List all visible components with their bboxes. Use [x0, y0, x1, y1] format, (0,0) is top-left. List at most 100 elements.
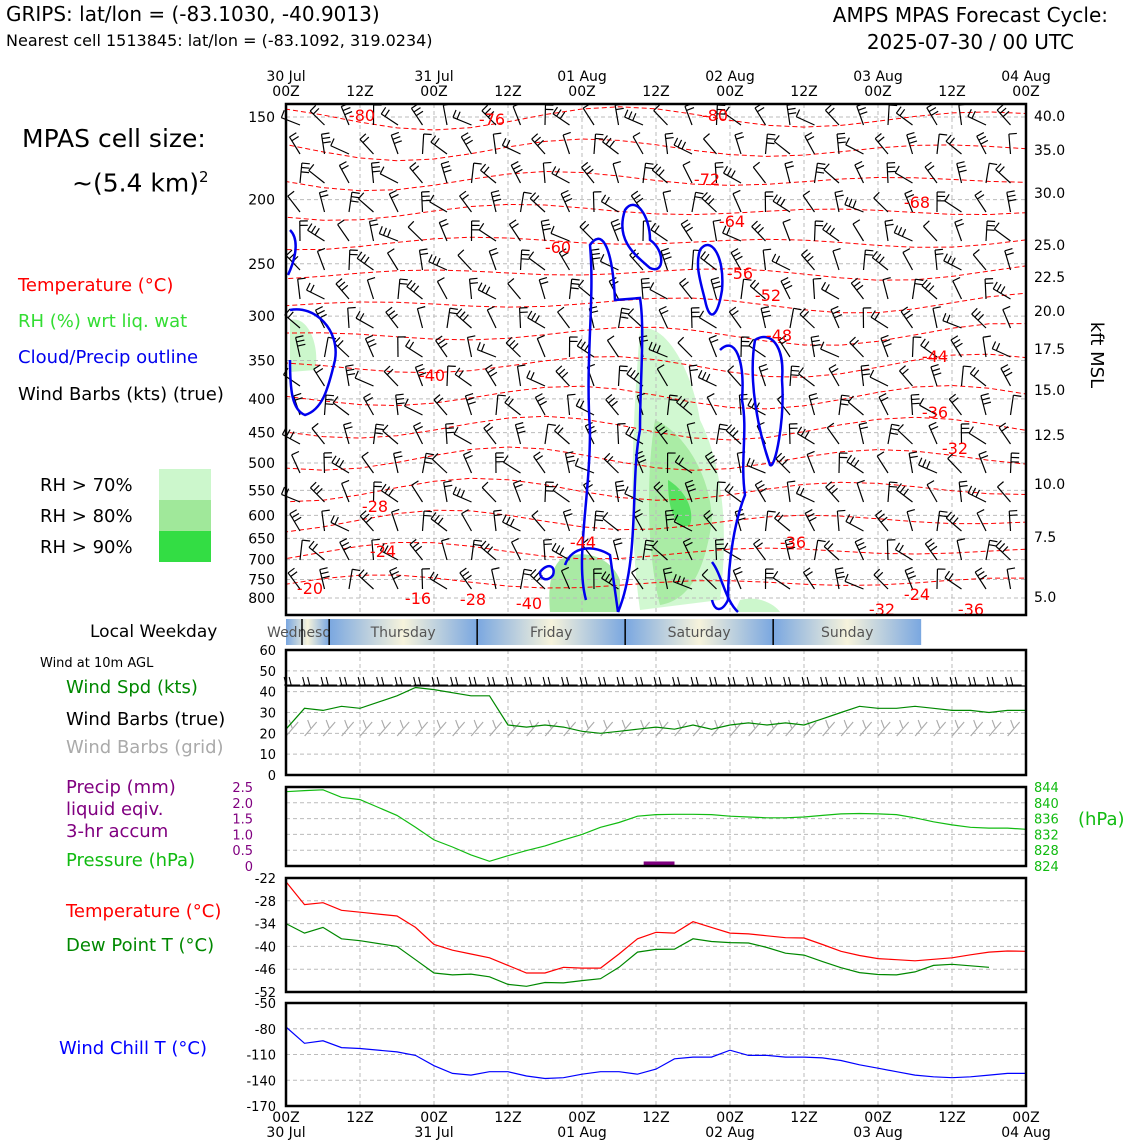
wind-barb: [887, 481, 898, 503]
temperature-contour: [285, 353, 1027, 378]
wind-barb: [677, 336, 693, 358]
wind-barb: [976, 132, 989, 155]
wind-barb: [602, 511, 619, 532]
wind-barb: [495, 394, 506, 416]
wind-barb: [996, 104, 1011, 126]
wind-barb: [361, 451, 374, 474]
wind-barb: [701, 192, 717, 213]
wind-barb-grid: [914, 719, 928, 737]
wind-barb: [873, 191, 889, 213]
wind-barb: [893, 225, 913, 242]
wind-barb: [704, 451, 718, 474]
wind-barb: [854, 160, 865, 184]
wind-barb: [664, 132, 674, 155]
wind-barb: [960, 365, 972, 387]
wind-speed-line: [285, 686, 1026, 734]
bottom-date-label: 31 Jul: [414, 1125, 453, 1140]
wind-barb: [540, 219, 551, 242]
wind-barb: [435, 335, 448, 358]
wind-barb: [945, 511, 962, 532]
wind-barb: [416, 306, 426, 329]
wind-barb: [299, 162, 310, 184]
wind-barb: [310, 481, 325, 503]
wind-barb: [343, 422, 353, 445]
weekday-cell: [286, 619, 330, 645]
wind-barb: [802, 190, 815, 213]
wind-barb: [339, 538, 352, 561]
panel-y-tick: 60: [259, 644, 276, 659]
wind-barb: [894, 165, 913, 184]
wind-barb: [674, 454, 693, 474]
wind-barb-grid: [655, 719, 669, 737]
wind-barb: [911, 336, 922, 358]
wind-barb-10m: [838, 676, 856, 686]
wind-barb: [740, 278, 752, 300]
wind-barb: [323, 452, 333, 474]
wind-barb-10m: [875, 676, 893, 686]
wind-barb: [1000, 364, 1013, 387]
wind-barb: [289, 509, 302, 532]
wind-barb: [754, 103, 767, 126]
wind-barb: [476, 342, 497, 358]
wind-barb: [555, 365, 570, 387]
wind-10m-header: Wind at 10m AGL: [40, 656, 154, 671]
wind-barb: [838, 452, 848, 474]
panel-y-tick: -22: [255, 872, 276, 887]
wind-barb: [788, 423, 798, 445]
wind-barb-10m: [505, 676, 523, 686]
wind-barb: [321, 509, 330, 532]
wind-barb: [593, 568, 602, 590]
temperature-contour-label: -76: [479, 110, 505, 129]
wind-barb-grid: [507, 719, 521, 737]
wind-barb: [313, 364, 326, 387]
weekday-label: Local Weekday: [90, 622, 218, 642]
wind-barb: [886, 539, 896, 561]
temperature-contour: [285, 265, 1027, 281]
cloud-outline: [710, 344, 747, 611]
wind-barb: [443, 480, 453, 503]
wind-barb: [544, 481, 554, 503]
wind-barb-grid: [452, 719, 466, 737]
wind-barb: [715, 423, 728, 445]
wind-barb: [533, 451, 546, 474]
wind-barb: [562, 508, 573, 532]
cloud-outline: [696, 243, 724, 316]
pressure-tick-label: 450: [248, 426, 275, 442]
top-time-label: 00Z: [420, 84, 447, 100]
wind-barb-grid: [581, 719, 595, 737]
wind-barb: [703, 133, 717, 155]
wind-barb: [850, 277, 864, 300]
wind-barb: [606, 335, 619, 358]
rh70-region-right: [735, 598, 780, 612]
wind-barb: [760, 306, 771, 329]
panel-y-tick: 30: [259, 707, 276, 722]
wind-barb-grid: [970, 719, 984, 737]
wind-barb: [519, 191, 532, 213]
wind-barb-grid: [304, 719, 318, 737]
wind-barb-grid: [711, 719, 725, 737]
temperature-contour-label: -36: [922, 403, 948, 422]
wind-barb: [543, 538, 553, 561]
panel-y-tick: 20: [259, 727, 276, 742]
wind-barb-10m: [431, 676, 449, 686]
wind-barb: [832, 247, 841, 271]
wind-barb: [798, 367, 815, 387]
pressure-y-tick: 824: [1034, 860, 1059, 875]
wind-chill-line: [285, 1026, 1026, 1080]
cloud-outline: [751, 335, 784, 467]
wind-barb: [642, 162, 654, 184]
wind-barb: [552, 106, 570, 126]
temperature-contour-label: -32: [942, 439, 968, 458]
wind-spd-label: Wind Spd (kts): [66, 677, 198, 698]
kft-tick-label: 7.5: [1034, 530, 1056, 546]
wind-barb: [972, 249, 987, 271]
wind-barb: [564, 451, 576, 474]
wind-barb: [454, 367, 472, 387]
temperature-contour: [285, 415, 1027, 441]
wind-barb: [662, 567, 673, 590]
wind-barb: [980, 393, 992, 416]
wind-barb-10m: [357, 676, 375, 686]
wind-barb: [335, 278, 350, 300]
wind-barb-grid: [618, 719, 632, 737]
wind-barb: [764, 510, 776, 532]
